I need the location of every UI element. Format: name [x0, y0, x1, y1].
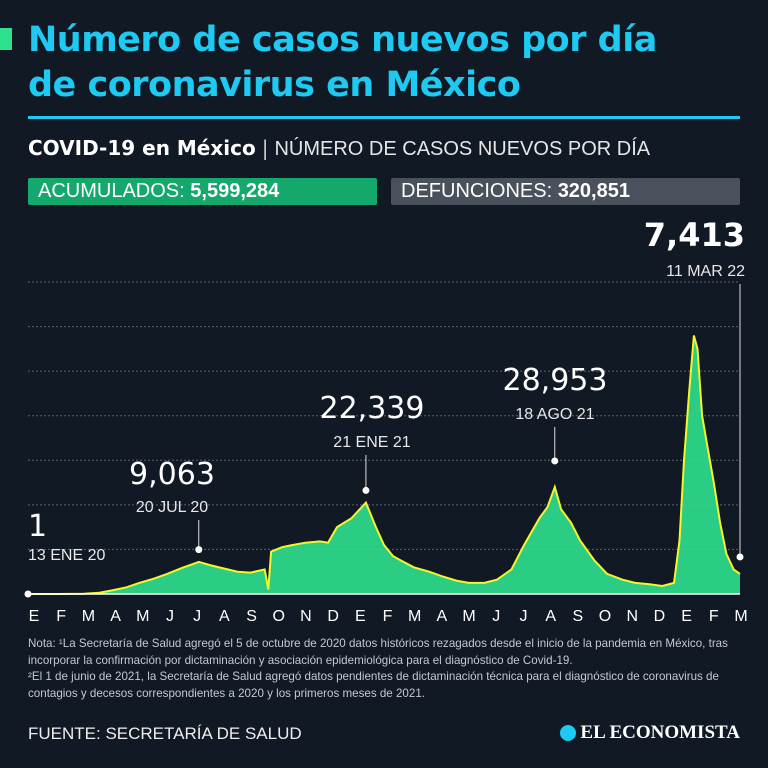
accumulated-value: 5,599,284: [190, 180, 280, 202]
month-tick-label: J: [166, 608, 174, 625]
deaths-badge: DEFUNCIONES: 320,851: [391, 178, 740, 205]
month-tick-label: F: [709, 608, 719, 625]
notes: Nota: ¹La Secretaría de Salud agregó el …: [28, 636, 740, 702]
month-tick-label: A: [219, 608, 230, 625]
month-tick-label: J: [492, 608, 500, 625]
accumulated-label: ACUMULADOS:: [38, 180, 185, 202]
annotation-date: 13 ENE 20: [28, 547, 105, 564]
cases-area: [28, 335, 740, 594]
title-divider: [28, 116, 740, 119]
annotation-value: 22,339: [320, 391, 425, 426]
month-tick-label: M: [82, 608, 95, 625]
month-tick-label: A: [437, 608, 448, 625]
annotation-date: 11 MAR 22: [666, 263, 745, 280]
month-tick-label: S: [573, 608, 584, 625]
month-tick-label: J: [193, 608, 201, 625]
moving-average-line: [28, 335, 741, 595]
month-tick-label: M: [408, 608, 421, 625]
month-tick-label: M: [734, 608, 747, 625]
note-2: ²El 1 de junio de 2021, la Secretaría de…: [28, 670, 719, 700]
subtitle-bold: COVID-19 en México: [28, 136, 256, 160]
page-title: Número de casos nuevos por día de corona…: [28, 18, 657, 108]
annotation-date: 21 ENE 21: [333, 434, 410, 451]
month-tick-label: N: [300, 608, 312, 625]
month-tick-label: F: [383, 608, 393, 625]
annotation-value: 28,953: [503, 363, 608, 398]
month-tick-label: E: [29, 608, 40, 625]
month-tick-label: A: [545, 608, 556, 625]
logo-text: EL ECONOMISTA: [580, 722, 740, 743]
title-line-2: de coronavirus en México: [28, 65, 521, 105]
annotation-date: 18 AGO 21: [515, 406, 594, 423]
accumulated-badge: ACUMULADOS: 5,599,284: [28, 178, 377, 205]
month-tick-label: A: [110, 608, 121, 625]
note-1: Nota: ¹La Secretaría de Salud agregó el …: [28, 637, 728, 667]
annotation-value: 1: [28, 509, 47, 544]
month-tick-label: M: [462, 608, 475, 625]
annotation-value: 7,413: [644, 216, 745, 254]
subtitle-separator: |: [261, 136, 269, 160]
annotation-dot: [736, 553, 744, 561]
month-tick-label: N: [626, 608, 638, 625]
month-tick-label: D: [327, 608, 339, 625]
chart-subtitle: COVID-19 en México | NÚMERO DE CASOS NUEVO…: [28, 136, 650, 161]
month-tick-label: D: [654, 608, 666, 625]
source-text: FUENTE: SECRETARÍA DE SALUD: [28, 724, 302, 743]
annotation-value: 9,063: [129, 457, 215, 492]
month-tick-label: O: [599, 608, 611, 625]
annotation-dot: [24, 590, 32, 598]
month-tick-label: M: [136, 608, 149, 625]
month-tick-label: E: [355, 608, 366, 625]
month-tick-label: O: [273, 608, 285, 625]
deaths-label: DEFUNCIONES:: [401, 180, 553, 202]
deaths-value: 320,851: [557, 180, 630, 202]
el-economista-logo: EL ECONOMISTA: [560, 722, 740, 744]
subtitle-desc: NÚMERO DE CASOS NUEVOS POR DÍA: [274, 138, 651, 160]
globe-icon: [560, 725, 577, 741]
month-tick-label: F: [56, 608, 66, 625]
title-line-1: Número de casos nuevos por día: [28, 20, 657, 60]
annotation-dot: [551, 457, 559, 465]
month-tick-label: S: [246, 608, 257, 625]
accent-bar: [0, 28, 12, 50]
annotation-date: 20 JUL 20: [136, 499, 208, 516]
annotation-dot: [362, 486, 370, 494]
annotation-dot: [195, 546, 203, 554]
month-tick-label: J: [519, 608, 527, 625]
month-tick-label: E: [681, 608, 692, 625]
